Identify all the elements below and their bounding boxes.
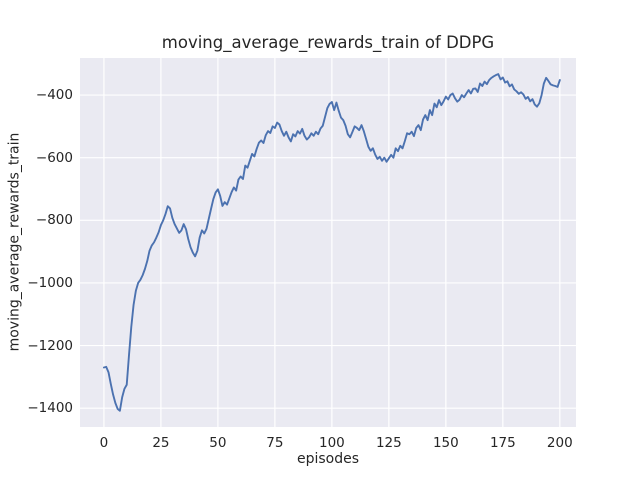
x-axis-label: episodes [296, 451, 360, 467]
series-line [102, 73, 561, 412]
x-tick-label: 0 [99, 435, 109, 451]
x-tick-label: 150 [432, 435, 459, 451]
x-tick-label: 175 [489, 435, 516, 451]
x-tick-label: 25 [152, 435, 170, 451]
y-tick-label: −400 [35, 87, 73, 104]
plot-area [80, 57, 576, 427]
y-tick-label: −1000 [27, 274, 73, 291]
chart-title: moving_average_rewards_train of DDPG [161, 33, 495, 52]
y-tick-label: −1400 [27, 400, 73, 417]
x-tick-label: 200 [546, 435, 573, 451]
y-tick-label: −600 [35, 149, 73, 166]
x-tick-label: 50 [209, 435, 227, 451]
x-tick-label: 125 [375, 435, 402, 451]
y-tick-label: −1200 [27, 337, 73, 354]
y-tick-label: −800 [35, 212, 73, 229]
x-tick-label: 75 [266, 435, 284, 451]
x-tick-label: 100 [318, 435, 345, 451]
